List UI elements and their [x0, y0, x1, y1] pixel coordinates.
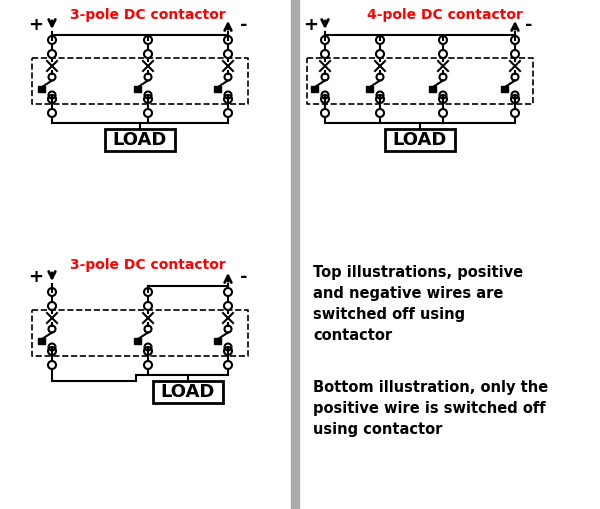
Text: +: +	[29, 16, 44, 34]
Text: 4-pole DC contactor: 4-pole DC contactor	[367, 8, 523, 22]
Bar	[105, 129, 175, 151]
Bar	[366, 86, 373, 92]
Text: Top illustrations, positive
and negative wires are
switched off using
contactor: Top illustrations, positive and negative…	[313, 265, 523, 343]
Text: Bottom illustration, only the
positive wire is switched off
using contactor: Bottom illustration, only the positive w…	[313, 380, 548, 437]
Text: LOAD: LOAD	[393, 131, 447, 149]
Text: +: +	[304, 16, 319, 34]
Bar	[153, 381, 223, 403]
Text: LOAD: LOAD	[113, 131, 167, 149]
Text: LOAD: LOAD	[161, 383, 215, 401]
Bar	[38, 86, 45, 92]
Bar	[134, 86, 141, 92]
Bar	[311, 86, 318, 92]
Text: -: -	[525, 16, 533, 34]
Bar	[429, 86, 436, 92]
Bar	[214, 338, 221, 344]
Bar	[214, 86, 221, 92]
Text: -: -	[240, 16, 248, 34]
Bar	[385, 129, 455, 151]
Text: -: -	[240, 268, 248, 286]
Bar	[291, 0, 299, 509]
Bar	[501, 86, 508, 92]
Bar	[134, 338, 141, 344]
Text: 3-pole DC contactor: 3-pole DC contactor	[70, 8, 226, 22]
Text: 3-pole DC contactor: 3-pole DC contactor	[70, 258, 226, 272]
Bar	[38, 338, 45, 344]
Text: +: +	[29, 268, 44, 286]
